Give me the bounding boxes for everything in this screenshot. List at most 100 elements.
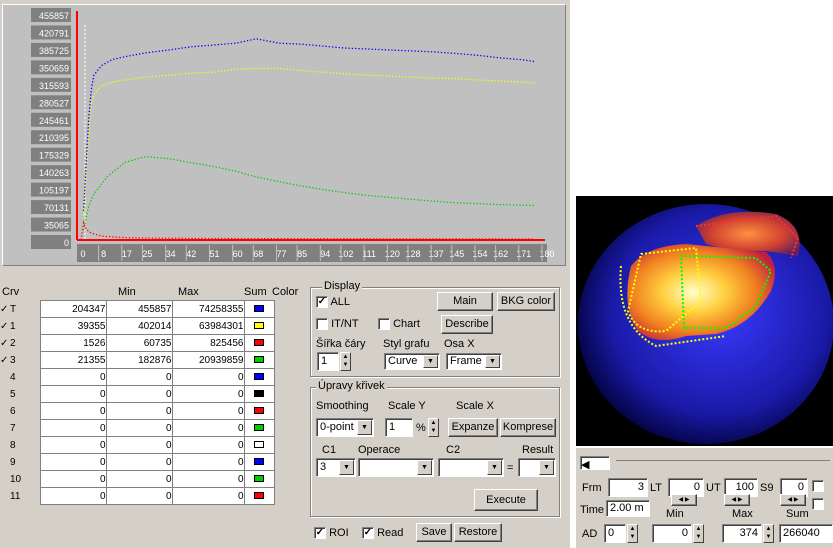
execute-button[interactable]: Execute: [474, 489, 538, 511]
x-tick-label: 171: [516, 249, 531, 259]
curve-color[interactable]: [243, 487, 275, 505]
curve-checkbox[interactable]: [0, 471, 10, 488]
scale-y-field[interactable]: 1: [385, 418, 413, 437]
time-field[interactable]: 2.00 m: [606, 500, 650, 517]
compress-button[interactable]: Komprese: [500, 418, 556, 437]
c1-select[interactable]: 3 ▼: [316, 458, 356, 477]
all-checkbox[interactable]: ✓ ALL: [316, 296, 350, 309]
chart-checkbox[interactable]: Chart: [378, 318, 420, 331]
expand-button[interactable]: Expanze: [448, 418, 498, 437]
check-icon: [0, 490, 8, 500]
scroll-left-button[interactable]: ◀: [580, 456, 610, 471]
curve-checkbox[interactable]: [0, 454, 10, 471]
curve-color[interactable]: [243, 368, 275, 386]
lt-stepper[interactable]: ◀ ▶: [671, 494, 697, 506]
bkg-color-button[interactable]: BKG color: [497, 292, 555, 311]
max-spinner[interactable]: ▲ ▼: [763, 524, 774, 543]
table-row[interactable]: ✓ 1 39355 402014 63984301: [0, 317, 275, 335]
line-width-field[interactable]: 1: [317, 352, 339, 371]
curve-min: 0: [39, 470, 107, 488]
table-row[interactable]: ✓ 2 1526 60735 825456: [0, 334, 275, 352]
curve-color[interactable]: [243, 385, 275, 403]
curve-checkbox[interactable]: ✓: [0, 352, 10, 369]
curve-max: 402014: [105, 317, 173, 335]
horizontal-scrollbar[interactable]: [616, 460, 830, 466]
ad-field[interactable]: 0: [604, 524, 626, 543]
curve-label: 7: [10, 422, 16, 434]
line-width-spinner[interactable]: ▲ ▼: [340, 352, 351, 371]
graph-style-value: Curve: [388, 355, 418, 367]
color-swatch: [254, 390, 264, 398]
curve-color[interactable]: [243, 470, 275, 488]
table-row[interactable]: ✓ T 204347 455857 74258355: [0, 300, 275, 318]
table-row[interactable]: 10 0 0 0: [0, 470, 275, 488]
x-tick-label: 85: [297, 249, 307, 259]
itnt-checkbox[interactable]: IT/NT: [316, 318, 359, 331]
min-field[interactable]: 0: [652, 524, 692, 543]
table-row[interactable]: 11 0 0 0: [0, 487, 275, 505]
scintigraphy-image-panel[interactable]: [576, 196, 833, 446]
color-swatch: [254, 475, 264, 483]
it-checkbox[interactable]: [812, 480, 824, 493]
ad-spinner[interactable]: ▲ ▼: [627, 524, 638, 543]
main-button[interactable]: Main: [437, 292, 493, 311]
curve-color[interactable]: [243, 402, 275, 420]
smoothing-select[interactable]: 0-point ▼: [316, 418, 374, 437]
curve-color[interactable]: [243, 453, 275, 471]
curve-max: 0: [105, 453, 173, 471]
read-checkbox[interactable]: ✓ Read: [362, 527, 403, 540]
chevron-down-icon: ▼: [357, 420, 372, 435]
table-row[interactable]: ✓ 3 21355 182876 20939859: [0, 351, 275, 369]
time-label: Time: [580, 504, 605, 516]
curve-checkbox[interactable]: [0, 369, 10, 386]
max-field[interactable]: 374: [722, 524, 762, 543]
operation-select[interactable]: ▼: [358, 458, 434, 477]
roi-checkbox[interactable]: ✓ ROI: [314, 527, 349, 540]
curve-color[interactable]: [243, 436, 275, 454]
ut-stepper[interactable]: ◀ ▶: [724, 494, 750, 506]
curve-checkbox[interactable]: [0, 437, 10, 454]
scale-y-spinner[interactable]: ▲ ▼: [428, 418, 439, 437]
curve-checkbox[interactable]: ✓: [0, 335, 10, 352]
percent-label: %: [416, 422, 426, 434]
ut-field[interactable]: 100: [724, 478, 758, 497]
curve-color[interactable]: [243, 317, 275, 335]
curve-checkbox[interactable]: ✓: [0, 301, 10, 318]
curve-checkbox[interactable]: [0, 403, 10, 420]
y-tick-label: 350659: [39, 63, 69, 73]
restore-button[interactable]: Restore: [454, 523, 502, 542]
curve-label: 5: [10, 388, 16, 400]
color-swatch: [254, 305, 264, 313]
ad-label: AD: [582, 528, 598, 540]
result-select[interactable]: ▼: [518, 458, 556, 477]
c2-select[interactable]: ▼: [438, 458, 504, 477]
y-tick-label: 455857: [39, 11, 69, 21]
s9-stepper[interactable]: ◀ ▶: [780, 494, 806, 506]
axis-x-select[interactable]: Frame ▼: [446, 353, 502, 370]
min-spinner[interactable]: ▲ ▼: [693, 524, 704, 543]
graph-style-select[interactable]: Curve ▼: [384, 353, 440, 370]
y-tick-box: [31, 60, 71, 75]
curve-checkbox[interactable]: [0, 420, 10, 437]
curve-checkbox[interactable]: ✓: [0, 318, 10, 335]
b-checkbox[interactable]: [812, 498, 824, 511]
y-tick-box: [31, 147, 71, 162]
x-tick-label: 180: [539, 249, 554, 259]
x-tick-label: 120: [385, 249, 400, 259]
curve-checkbox[interactable]: [0, 386, 10, 403]
frm-field[interactable]: 3: [608, 478, 648, 497]
curve-color[interactable]: [243, 334, 275, 352]
describe-button[interactable]: Describe: [441, 315, 493, 334]
curve-color[interactable]: [243, 419, 275, 437]
curve-sum: 0: [171, 453, 245, 471]
save-button[interactable]: Save: [416, 523, 452, 542]
curve-checkbox[interactable]: [0, 488, 10, 505]
curve-color[interactable]: [243, 351, 275, 369]
curve-color[interactable]: [243, 300, 275, 318]
